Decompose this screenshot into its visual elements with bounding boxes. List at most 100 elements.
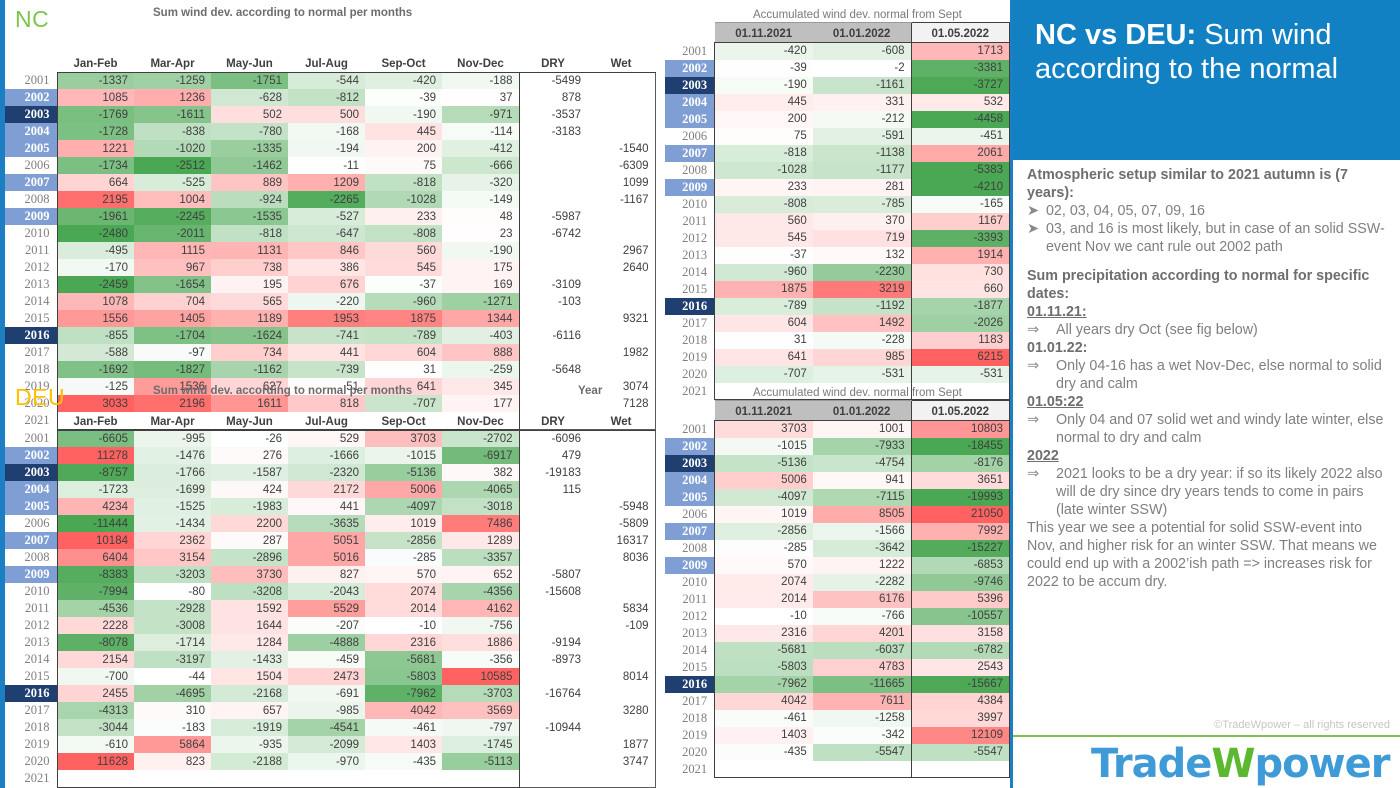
date-label-011121: 01.11.21: (1027, 304, 1087, 320)
data-cell: 1167 (910, 212, 1011, 230)
data-cell: -8757 (56, 464, 134, 481)
dry-cell (518, 191, 587, 208)
data-cell: -1714 (134, 634, 211, 651)
data-cell: 652 (442, 566, 520, 583)
dry-cell (518, 259, 587, 276)
deu-months-table: Jan-Feb Mar-Apr May-Jun Jul-Aug Sep-Oct Nov-D… (5, 410, 656, 788)
dry-cell: -3109 (518, 276, 587, 293)
table-row: 2019 641 985 6215 (665, 348, 1011, 366)
table-row: 2012 -170 967 738 386 545 175 2640 (5, 259, 656, 276)
data-cell: -739 (288, 361, 365, 378)
dry-cell: -6096 (518, 429, 587, 447)
data-cell: -741 (288, 327, 365, 344)
data-cell: 5006 (714, 471, 813, 489)
data-cell: -1919 (211, 719, 288, 736)
data-cell: -4356 (442, 583, 520, 600)
row-year-label: 2011 (24, 243, 50, 257)
row-year-label: 2015 (24, 669, 50, 683)
data-cell (288, 770, 365, 788)
data-cell: 1556 (56, 310, 134, 327)
data-cell: 532 (910, 93, 1011, 111)
data-cell: 5396 (910, 590, 1011, 608)
deu-block: DEU Sum wind dev. according to normal pe… (5, 378, 1011, 788)
data-cell: 545 (714, 229, 813, 247)
caption-year-deu: Year (578, 385, 603, 397)
nc-acc-body: 01.11.2021 01.01.2022 01.05.2022 2001 -420 -6… (665, 22, 1011, 400)
table-row: 2011 2014 6176 5396 (665, 590, 1011, 608)
heading-precipitation: Sum precipitation according to normal fo… (1027, 268, 1370, 302)
deu-acc-table-wrap: 01.11.2021 01.01.2022 01.05.2022 2001 3703 10… (665, 400, 1011, 778)
data-cell: -5547 (812, 743, 912, 761)
data-cell: 5051 (288, 532, 365, 549)
row-year-label: 2009 (5, 208, 57, 225)
row-year-label: 2010 (682, 196, 708, 211)
data-cell: -435 (714, 743, 813, 761)
data-cell: -4097 (714, 488, 813, 506)
data-cell: -170 (56, 259, 134, 276)
data-cell: 719 (812, 229, 912, 247)
table-row: 2018 -1692 -1827 -1162 -739 31 -259 -5648 (5, 361, 656, 378)
data-cell: -818 (365, 174, 442, 191)
data-cell: 31 (365, 361, 442, 378)
side-panel: NC vs DEU: Sum wind according to the nor… (1010, 0, 1400, 788)
bullet-arrow-icon: ➤ (1027, 221, 1039, 237)
table-row: 2006 -1734 -2512 -1462 -11 75 -666 -6309 (5, 157, 656, 174)
data-cell: -1335 (211, 140, 288, 157)
data-cell: -1587 (211, 464, 288, 481)
data-cell: -797 (442, 719, 520, 736)
table-row: 2010 -7994 -80 -3208 -2043 2074 -4356 -15608 (5, 583, 656, 600)
data-cell: -1624 (211, 327, 288, 344)
table-row: 2019 1403 -342 12109 (665, 726, 1011, 744)
bullet-most-likely: ➤ 03, and 16 is most likely, but in case… (1027, 220, 1392, 256)
table-row: 2008 -285 -3642 -15227 (665, 539, 1011, 557)
data-cell: 386 (288, 259, 365, 276)
spacer (1027, 256, 1392, 267)
col-header-sep-oct: Sep-Oct (365, 52, 442, 73)
data-cell: 233 (714, 178, 813, 196)
caption-accumulated-nc: Accumulated wind dev. normal from Sept (753, 9, 962, 21)
row-year-label: 2001 (682, 43, 708, 58)
dry-cell (518, 736, 587, 753)
data-cell: 1536 (134, 378, 211, 395)
dry-cell: -10944 (518, 719, 587, 736)
data-cell: -8383 (56, 566, 134, 583)
data-cell: -495 (56, 242, 134, 259)
dry-cell (518, 344, 587, 361)
data-cell: 2196 (134, 395, 211, 412)
data-cell: -1015 (365, 447, 442, 464)
data-cell: 846 (288, 242, 365, 259)
data-cell: -1535 (211, 208, 288, 225)
data-cell: -6853 (910, 556, 1011, 574)
data-cell: 1019 (365, 515, 442, 532)
dry-cell: -3537 (518, 106, 587, 123)
col-header-01.05.2022: 01.05.2022 (910, 22, 1011, 43)
data-cell: -785 (812, 195, 912, 213)
row-year-label: 2011 (682, 213, 708, 228)
data-cell: -527 (288, 208, 365, 225)
data-cell: -4458 (910, 110, 1011, 128)
data-cell: -190 (365, 106, 442, 123)
data-cell: 3154 (134, 549, 211, 566)
row-year-label: 2019 (24, 737, 50, 751)
item-010522: ⇒ Only 04 and 07 solid wet and windy lat… (1027, 411, 1392, 447)
data-cell: -544 (288, 72, 365, 89)
row-year-label: 2005 (665, 488, 715, 506)
data-cell: 1131 (211, 242, 288, 259)
row-year-label: 2006 (24, 516, 50, 530)
table-row: 2011 -4536 -2928 1592 5529 2014 4162 5834 (5, 600, 656, 617)
data-cell: 502 (211, 106, 288, 123)
col-header-jan-feb: Jan-Feb (57, 52, 134, 73)
data-cell: 1289 (442, 532, 520, 549)
item-010122-text: Only 04-16 has a wet Nov-Dec, else norma… (1056, 358, 1382, 392)
data-cell: -5136 (714, 454, 813, 472)
data-cell: -1961 (56, 208, 134, 225)
table-row: 2015 1875 3219 660 (665, 280, 1011, 298)
data-cell: -970 (288, 753, 365, 770)
data-cell: 1004 (134, 191, 211, 208)
row-year-label: 2011 (682, 591, 708, 606)
data-cell: 570 (365, 566, 442, 583)
data-cell: 75 (714, 127, 813, 145)
row-year-label: 2003 (665, 454, 715, 472)
data-cell (714, 760, 813, 778)
wet-cell: 8014 (587, 668, 656, 685)
